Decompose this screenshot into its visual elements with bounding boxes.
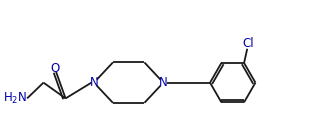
Text: N: N xyxy=(159,76,168,89)
Text: $\mathsf{H_2N}$: $\mathsf{H_2N}$ xyxy=(3,91,27,106)
Text: O: O xyxy=(50,62,59,75)
Text: N: N xyxy=(90,76,98,89)
Text: Cl: Cl xyxy=(242,37,254,50)
